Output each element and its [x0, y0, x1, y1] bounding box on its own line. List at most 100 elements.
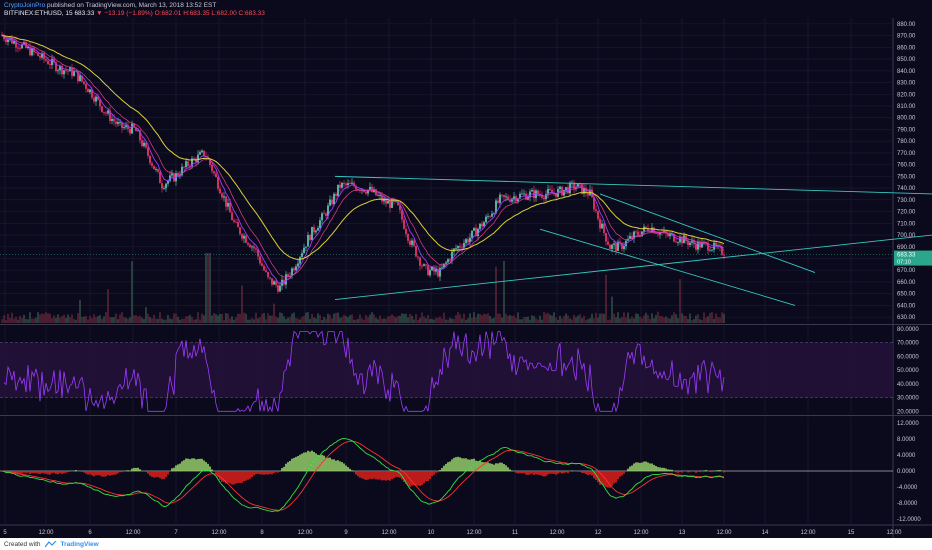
macd-histogram-bar	[213, 471, 215, 472]
candle-body	[139, 130, 141, 141]
volume-bar	[655, 314, 657, 323]
candle-body	[587, 193, 589, 196]
macd-histogram-bar	[569, 471, 571, 472]
macd-histogram-bar	[631, 465, 633, 471]
volume-bar	[703, 312, 705, 323]
candle-body	[279, 285, 281, 292]
candle-body	[445, 262, 447, 264]
macd-histogram-bar	[711, 471, 713, 473]
macd-histogram-bar	[253, 471, 255, 476]
volume-bar	[523, 316, 525, 323]
volume-bar	[561, 318, 563, 323]
macd-histogram-bar	[163, 471, 165, 479]
candle-body	[285, 274, 287, 285]
candle-body	[611, 244, 613, 249]
volume-bar	[477, 313, 479, 323]
macd-histogram-bar	[53, 471, 55, 473]
macd-histogram-bar	[505, 465, 507, 471]
ohlc-close: C:683.33	[238, 10, 265, 17]
macd-histogram-bar	[623, 471, 625, 474]
candle-body	[469, 237, 471, 243]
volume-bar	[177, 316, 179, 323]
candle-body	[617, 241, 619, 251]
volume-bar	[381, 318, 383, 323]
macd-histogram-bar	[21, 471, 23, 474]
candle-body	[231, 212, 233, 221]
volume-bar	[125, 317, 127, 323]
volume-bar	[129, 317, 131, 323]
candle-body	[447, 259, 449, 263]
time-axis-tick: 12:00	[466, 530, 482, 536]
tradingview-brand[interactable]: TradingView	[60, 540, 99, 548]
candle-body	[167, 180, 169, 184]
candle-body	[163, 188, 165, 190]
macd-histogram-bar	[343, 463, 345, 471]
volume-bar	[469, 313, 471, 323]
volume-bar	[621, 316, 623, 323]
publish-info: published on TradingView.com, March 13, …	[47, 2, 217, 9]
candle-body	[583, 187, 585, 194]
candle-body	[65, 70, 67, 72]
volume-bar	[259, 317, 261, 323]
volume-bar	[413, 319, 415, 323]
macd-histogram-bar	[17, 471, 19, 475]
candle-body	[555, 192, 557, 197]
volume-bar	[167, 314, 169, 323]
volume-bar	[57, 314, 59, 323]
macd-histogram-bar	[667, 469, 669, 471]
candle-body	[239, 227, 241, 235]
volume-bar	[639, 316, 641, 323]
candle-body	[701, 242, 703, 248]
macd-histogram-bar	[333, 459, 335, 471]
candle-body	[293, 268, 295, 271]
macd-histogram-bar	[237, 471, 239, 483]
ohlc-high: H:683.35	[183, 10, 210, 17]
volume-bar	[669, 318, 671, 323]
time-axis-tick: 12:00	[125, 530, 141, 536]
volume-bar	[507, 315, 509, 323]
volume-bar	[625, 317, 627, 323]
volume-bar	[29, 312, 31, 323]
macd-histogram-bar	[39, 471, 41, 475]
price-axis-tick: 730.00	[897, 198, 916, 204]
candle-body	[93, 97, 95, 102]
candle-body	[147, 147, 149, 156]
candle-body	[419, 257, 421, 266]
candle-body	[105, 112, 107, 114]
macd-histogram-bar	[521, 471, 523, 474]
macd-histogram-bar	[451, 459, 453, 471]
candle-body	[331, 199, 333, 205]
candle-body	[621, 243, 623, 249]
macd-histogram-bar	[359, 471, 361, 478]
volume-bar	[297, 318, 299, 323]
candle-body	[235, 221, 237, 223]
macd-histogram-bar	[429, 471, 431, 479]
macd-histogram-bar	[457, 456, 459, 471]
macd-histogram-bar	[415, 471, 417, 486]
macd-histogram-bar	[589, 471, 591, 475]
macd-histogram-bar	[453, 457, 455, 471]
author-link[interactable]: CryptoJoinPro	[4, 2, 46, 9]
rsi-axis-tick: 40.0000	[897, 382, 919, 388]
volume-bar	[283, 316, 285, 323]
candle-body	[29, 46, 31, 56]
macd-histogram-bar	[307, 450, 309, 471]
volume-bar	[643, 315, 645, 323]
candle-body	[255, 248, 257, 250]
macd-histogram-bar	[19, 471, 21, 475]
rsi-band	[0, 342, 893, 398]
macd-histogram-bar	[387, 471, 389, 481]
candle-body	[683, 235, 685, 244]
macd-histogram-bar	[351, 470, 353, 471]
macd-histogram-bar	[591, 471, 593, 476]
volume-bar	[675, 314, 677, 323]
volume-bar	[631, 316, 633, 323]
candle-body	[347, 183, 349, 186]
volume-bar	[433, 319, 435, 323]
macd-histogram-bar	[681, 471, 683, 473]
candle-body	[561, 186, 563, 196]
candle-body	[471, 230, 473, 238]
volume-bar	[185, 316, 187, 323]
volume-bar	[515, 318, 517, 323]
